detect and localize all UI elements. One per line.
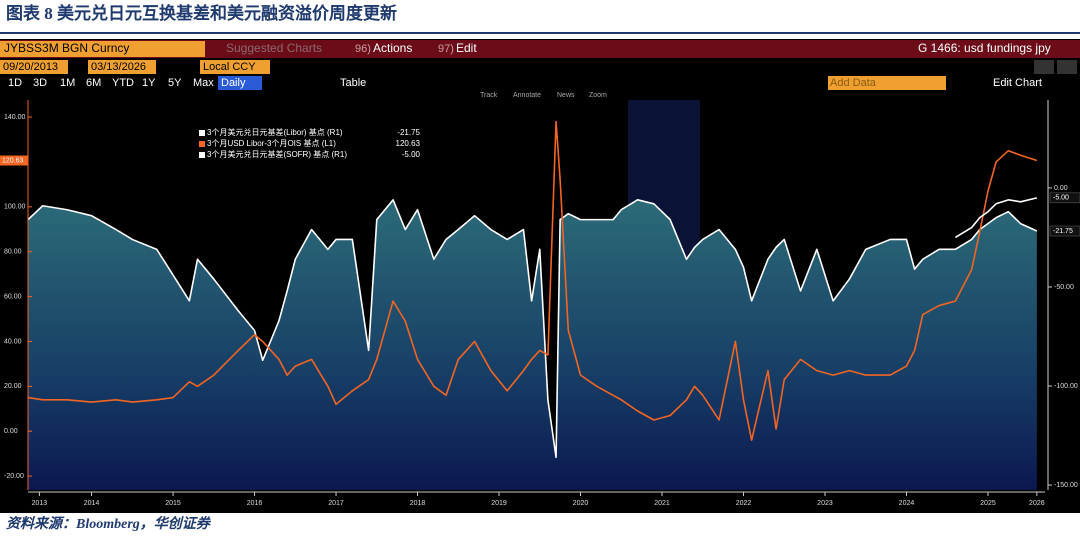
area-fill xyxy=(28,199,1037,490)
x-tick-label: 2023 xyxy=(817,500,833,507)
period-button[interactable]: 5Y xyxy=(168,77,182,89)
chart-tool[interactable]: Annotate xyxy=(513,92,541,99)
last-value-badge xyxy=(1049,192,1080,204)
x-tick-label: 2018 xyxy=(410,500,426,507)
x-tick-label: 2021 xyxy=(654,500,670,507)
undo-button[interactable] xyxy=(1034,60,1054,74)
last-value-badge xyxy=(0,155,28,166)
y-tick-label: 40.00 xyxy=(4,338,22,345)
table-button[interactable]: Table xyxy=(340,77,366,89)
currency-box[interactable] xyxy=(200,60,270,74)
legend-label: 3个月USD Libor-3个月OIS 基点 (L1) xyxy=(207,138,336,148)
x-tick-label: 2014 xyxy=(84,500,100,507)
legend-label: 3个月美元兑日元基差(SOFR) 基点 (R1) xyxy=(207,149,347,159)
y2-tick-label: 0.00 xyxy=(1054,185,1068,192)
last-value: -5.00 xyxy=(1053,195,1069,202)
legend-box xyxy=(196,127,426,163)
y2-tick-label: -50.00 xyxy=(1054,284,1074,291)
legend-value: -5.00 xyxy=(402,150,421,159)
period-button[interactable]: 1Y xyxy=(142,77,156,89)
y-tick-label: -20.00 xyxy=(4,473,24,480)
x-tick-label: 2022 xyxy=(736,500,752,507)
x-tick-label: 2026 xyxy=(1029,500,1045,507)
ticker[interactable]: JYBSS3M BGN Curncy xyxy=(4,41,129,55)
y2-tick-label: -150.00 xyxy=(1054,482,1078,489)
start-date-box[interactable] xyxy=(0,60,68,74)
chart-tool[interactable]: News xyxy=(557,92,575,99)
period-button[interactable]: 6M xyxy=(86,77,101,89)
add-data-box[interactable] xyxy=(828,76,946,90)
x-tick-label: 2016 xyxy=(247,500,263,507)
legend-label: 3个月美元兑日元基差(Libor) 基点 (R1) xyxy=(207,127,343,137)
y2-tick-label: -100.00 xyxy=(1054,383,1078,390)
series-line xyxy=(954,197,1038,239)
last-value: 120.63 xyxy=(2,157,24,164)
x-tick-label: 2013 xyxy=(32,500,48,507)
period-button[interactable]: YTD xyxy=(112,77,134,89)
end-date[interactable]: 03/13/2026 xyxy=(91,61,146,73)
legend-value: -21.75 xyxy=(397,128,420,137)
source: 资料来源：Bloomberg，华创证券 xyxy=(6,515,212,532)
y-tick-label: 80.00 xyxy=(4,249,22,256)
redo-button[interactable] xyxy=(1057,60,1077,74)
add-data[interactable]: Add Data xyxy=(830,77,877,89)
end-date-box[interactable] xyxy=(88,60,156,74)
x-tick-label: 2019 xyxy=(491,500,507,507)
x-tick-label: 2024 xyxy=(899,500,915,507)
period-button[interactable]: 1D xyxy=(8,77,22,89)
period-button[interactable]: 3D xyxy=(33,77,47,89)
frequency-box[interactable] xyxy=(218,76,262,90)
edit-chart[interactable]: Edit Chart xyxy=(993,77,1042,89)
actions-menu[interactable]: Actions xyxy=(373,41,412,55)
currency[interactable]: Local CCY xyxy=(203,61,256,73)
x-tick-label: 2017 xyxy=(328,500,344,507)
chart-name: G 1466: usd fundings jpy xyxy=(918,41,1051,55)
period-button[interactable]: 1M xyxy=(60,77,75,89)
y-tick-label: 100.00 xyxy=(4,204,26,211)
chart-tool[interactable]: Track xyxy=(480,92,498,99)
legend-swatch xyxy=(199,152,205,158)
title-rule xyxy=(0,32,1080,34)
y-tick-label: 140.00 xyxy=(4,114,26,121)
command-bar xyxy=(0,40,1080,58)
chart-tool[interactable]: Zoom xyxy=(589,92,607,99)
last-value: -21.75 xyxy=(1053,228,1073,235)
last-value-badge xyxy=(1049,225,1080,237)
actions-number: 96) xyxy=(355,43,371,55)
x-tick-label: 2020 xyxy=(573,500,589,507)
figure-title: 图表 8 美元兑日元互换基差和美元融资溢价周度更新 xyxy=(6,3,397,23)
frequency[interactable]: Daily xyxy=(221,77,246,89)
series-line xyxy=(27,120,1038,441)
y-tick-label: 60.00 xyxy=(4,293,22,300)
legend-swatch xyxy=(199,141,205,147)
legend-value: 120.63 xyxy=(396,139,421,148)
suggested-charts[interactable]: Suggested Charts xyxy=(226,41,322,55)
y-tick-label: 0.00 xyxy=(4,428,18,435)
start-date[interactable]: 09/20/2013 xyxy=(3,61,58,73)
x-tick-label: 2015 xyxy=(165,500,181,507)
ticker-box[interactable] xyxy=(0,41,205,57)
y-tick-label: 20.00 xyxy=(4,383,22,390)
edit-menu[interactable]: Edit xyxy=(456,41,477,55)
period-button[interactable]: Max xyxy=(193,77,214,89)
edit-number: 97) xyxy=(438,43,454,55)
x-tick-label: 2025 xyxy=(980,500,996,507)
legend-swatch xyxy=(199,130,205,136)
